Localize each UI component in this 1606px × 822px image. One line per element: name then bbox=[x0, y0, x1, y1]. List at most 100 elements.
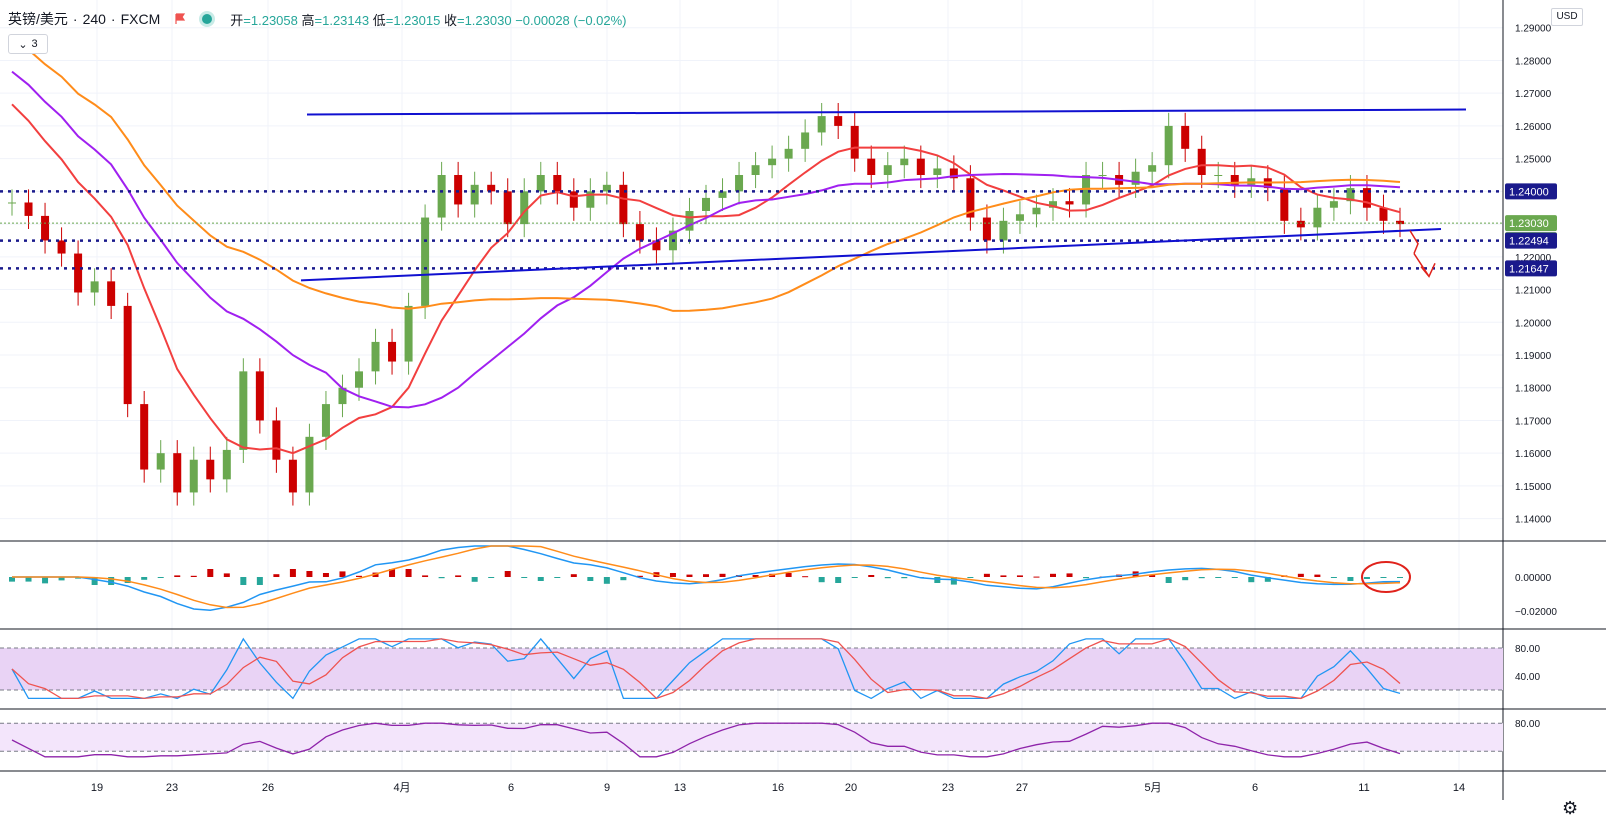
x-tick-label: 4月 bbox=[393, 782, 410, 794]
candle-body bbox=[652, 240, 661, 251]
macd-histogram-bar bbox=[306, 571, 313, 577]
x-tick-label: 19 bbox=[91, 782, 103, 794]
macd-histogram-bar bbox=[686, 574, 693, 577]
open-label: 开 bbox=[230, 12, 244, 28]
x-tick-label: 6 bbox=[508, 782, 514, 794]
flag-icon[interactable] bbox=[174, 13, 186, 25]
macd-histogram-bar bbox=[570, 574, 577, 577]
candle-body bbox=[817, 116, 826, 133]
candle-body bbox=[74, 253, 83, 293]
macd-histogram-bar bbox=[1297, 573, 1304, 577]
macd-histogram-bar bbox=[1231, 577, 1238, 578]
macd-histogram-bar bbox=[835, 577, 842, 583]
candle-body bbox=[949, 168, 958, 179]
candle-body bbox=[1313, 207, 1322, 228]
last-price-label-box bbox=[1505, 215, 1557, 232]
x-tick-label: 9 bbox=[604, 782, 610, 794]
candle-body bbox=[140, 404, 149, 470]
rsi-band bbox=[0, 723, 1503, 752]
candle-body bbox=[305, 436, 314, 493]
candle-body bbox=[437, 175, 446, 218]
macd-histogram-bar bbox=[223, 573, 230, 577]
macd-histogram-bar bbox=[389, 569, 396, 577]
symbol-name[interactable]: 英镑/美元 bbox=[8, 11, 68, 27]
stoch-band bbox=[0, 648, 1503, 690]
y-tick-label: 1.14000 bbox=[1515, 515, 1552, 526]
candle-body bbox=[206, 459, 215, 480]
candle-body bbox=[900, 158, 909, 166]
x-tick-label: 16 bbox=[772, 782, 784, 794]
interval-label[interactable]: 240 bbox=[82, 11, 106, 27]
y-tick-label: 1.26000 bbox=[1515, 122, 1552, 133]
macd-histogram-bar bbox=[1363, 577, 1370, 579]
currency-badge[interactable]: USD bbox=[1551, 8, 1583, 26]
candle-body bbox=[982, 217, 991, 241]
candle-body bbox=[1065, 201, 1074, 205]
y-tick-label: 1.16000 bbox=[1515, 449, 1552, 460]
macd-histogram-bar bbox=[422, 575, 429, 577]
candle-body bbox=[1098, 175, 1107, 176]
x-tick-label: 5月 bbox=[1144, 782, 1161, 794]
candle-body bbox=[702, 197, 710, 211]
candle-body bbox=[718, 191, 727, 198]
high-label: 高 bbox=[301, 12, 315, 28]
candle-body bbox=[1329, 201, 1338, 208]
candle-body bbox=[1164, 125, 1173, 166]
candle-body bbox=[1379, 207, 1388, 221]
candle-body bbox=[635, 224, 644, 241]
candle-body bbox=[784, 148, 793, 159]
candle-body bbox=[933, 168, 942, 175]
y-tick-label: 1.27000 bbox=[1515, 89, 1552, 100]
macd-histogram-bar bbox=[1182, 577, 1189, 581]
macd-histogram-bar bbox=[1083, 577, 1090, 579]
macd-histogram-bar bbox=[868, 575, 875, 577]
candle-body bbox=[1346, 188, 1355, 202]
candle-body bbox=[1181, 125, 1190, 149]
x-tick-label: 23 bbox=[166, 782, 178, 794]
x-tick-label: 6 bbox=[1252, 782, 1258, 794]
x-tick-label: 23 bbox=[942, 782, 954, 794]
macd-histogram-bar bbox=[1165, 577, 1172, 583]
macd-histogram-bar bbox=[603, 577, 610, 584]
candle-body bbox=[602, 184, 611, 192]
candle-body bbox=[1015, 214, 1024, 221]
macd-histogram-bar bbox=[537, 577, 544, 581]
macd-histogram-bar bbox=[42, 577, 49, 584]
macd-histogram-bar bbox=[669, 573, 676, 577]
candle-body bbox=[1280, 188, 1289, 221]
macd-histogram-bar bbox=[25, 577, 32, 582]
stoch-tick-label: 40.00 bbox=[1515, 672, 1540, 683]
candle-body bbox=[1296, 220, 1305, 228]
macd-histogram-bar bbox=[91, 577, 98, 585]
macd-histogram-bar bbox=[157, 577, 164, 578]
macd-histogram-bar bbox=[818, 577, 825, 583]
macd-histogram-bar bbox=[983, 573, 990, 577]
x-tick-label: 27 bbox=[1016, 782, 1028, 794]
candle-body bbox=[553, 175, 562, 192]
macd-histogram-bar bbox=[190, 575, 197, 577]
y-tick-label: 1.21000 bbox=[1515, 286, 1552, 297]
macd-histogram-bar bbox=[1066, 573, 1073, 577]
candle-body bbox=[586, 191, 595, 208]
highlight-circle bbox=[1361, 561, 1411, 593]
candle-body bbox=[1197, 148, 1206, 175]
level-label-box bbox=[1505, 260, 1557, 277]
gear-icon[interactable]: ⚙ bbox=[1562, 798, 1579, 818]
macd-histogram-bar bbox=[785, 573, 792, 577]
macd-histogram-bar bbox=[1264, 577, 1271, 582]
candle-body bbox=[355, 371, 363, 388]
y-tick-label: 1.20000 bbox=[1515, 318, 1552, 329]
indicator-collapse-button[interactable]: ⌄ 3 bbox=[8, 34, 48, 54]
candle-body bbox=[1049, 201, 1057, 208]
y-tick-label: 1.17000 bbox=[1515, 416, 1552, 427]
macd-histogram-bar bbox=[455, 575, 462, 577]
x-tick-label: 13 bbox=[674, 782, 686, 794]
macd-histogram-bar bbox=[1380, 577, 1387, 578]
market-status-icon bbox=[202, 14, 213, 24]
macd-histogram-bar bbox=[240, 577, 247, 585]
high-value: =1.23143 bbox=[314, 12, 370, 28]
candle-body bbox=[24, 202, 33, 216]
lower-trendline bbox=[300, 228, 1442, 282]
candle-body bbox=[1148, 165, 1157, 172]
